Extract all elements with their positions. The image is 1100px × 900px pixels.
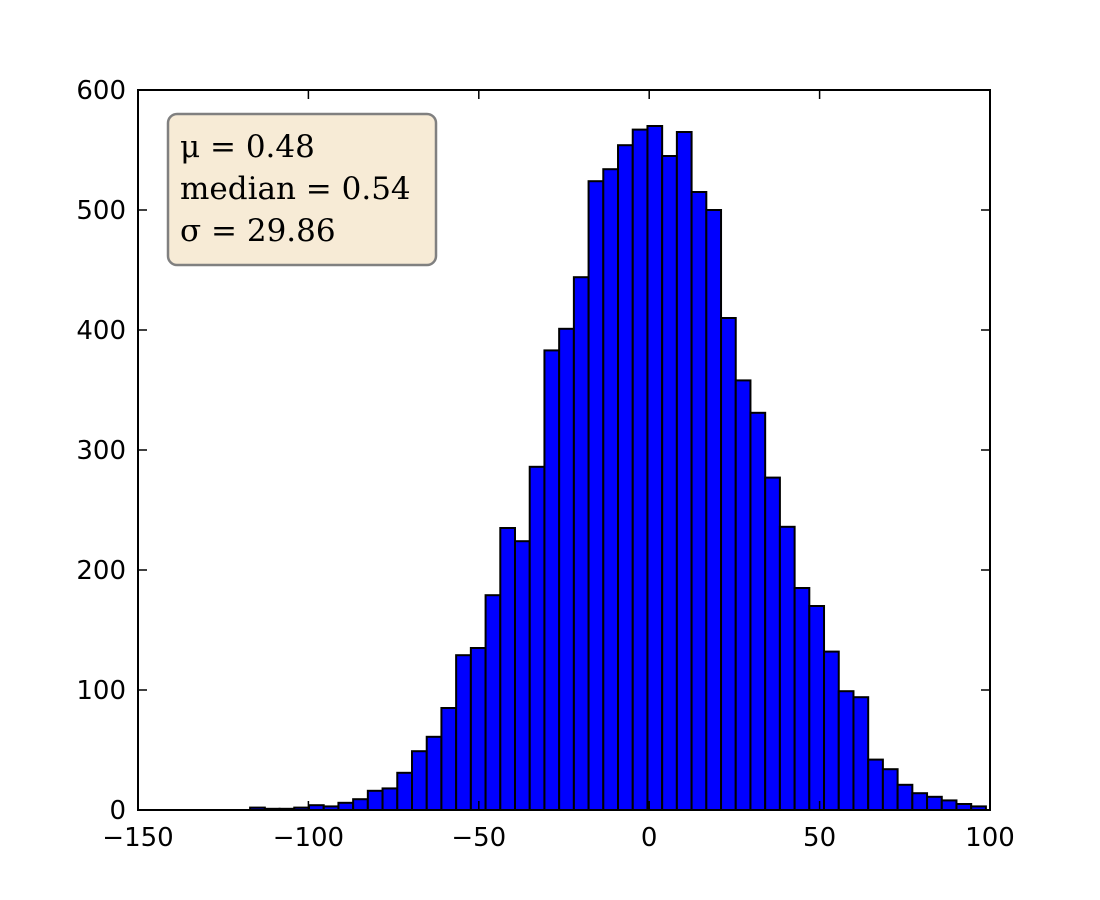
x-tick-label: 100 xyxy=(965,823,1015,853)
bar xyxy=(366,789,384,811)
bar xyxy=(837,690,855,812)
bar xyxy=(455,654,472,812)
bar xyxy=(661,155,678,811)
bar xyxy=(440,707,458,811)
bar xyxy=(587,180,605,811)
bar xyxy=(469,647,487,811)
stats-box xyxy=(166,112,438,267)
y-tick-label: 200 xyxy=(76,556,126,586)
x-tick-label: 0 xyxy=(641,823,658,853)
plot-area: −150 −100 −50 0 50 100 0 100 200 300 400 500 600 μ = … xyxy=(76,76,1014,853)
bar xyxy=(778,525,796,811)
bar xyxy=(425,735,443,811)
bar xyxy=(793,587,811,811)
x-tick-label: −150 xyxy=(102,823,173,853)
bar xyxy=(631,128,649,812)
y-tick-label: 100 xyxy=(76,676,126,706)
bar xyxy=(646,125,664,811)
bar xyxy=(484,594,502,812)
bar xyxy=(513,540,531,811)
x-tick-label: −100 xyxy=(273,823,344,853)
bar xyxy=(720,317,737,811)
bar xyxy=(705,209,723,811)
bar xyxy=(896,783,914,811)
bar xyxy=(337,801,355,811)
bar xyxy=(617,144,634,811)
bar xyxy=(823,650,840,811)
bar xyxy=(867,758,884,811)
y-tick-label: 400 xyxy=(76,316,126,346)
y-tick-label: 300 xyxy=(76,436,126,466)
bar xyxy=(352,798,369,812)
bar xyxy=(881,768,899,812)
y-tick-label: 0 xyxy=(109,796,126,826)
y-tick-label: 500 xyxy=(76,196,126,226)
bar xyxy=(808,605,826,811)
y-tick-label: 600 xyxy=(76,76,126,106)
bar xyxy=(734,379,752,811)
stats-text: μ = 0.48 xyxy=(180,129,315,165)
bar xyxy=(528,465,546,811)
x-tick-label: −50 xyxy=(451,823,506,853)
stats-text: median = 0.54 xyxy=(180,171,411,207)
bar xyxy=(572,276,590,811)
bar xyxy=(381,787,399,812)
bar xyxy=(911,792,929,812)
bar xyxy=(602,168,620,811)
bar xyxy=(764,476,781,811)
bar xyxy=(675,131,693,811)
bar xyxy=(499,527,516,811)
bar xyxy=(543,349,561,811)
bar xyxy=(940,799,958,812)
bar xyxy=(852,696,870,812)
bar xyxy=(749,411,767,811)
bar xyxy=(690,191,708,811)
bar xyxy=(558,327,575,811)
stats-text: σ = 29.86 xyxy=(180,213,336,249)
bar xyxy=(411,750,428,812)
bar xyxy=(926,795,943,811)
bar xyxy=(396,771,414,811)
x-tick-label: 50 xyxy=(803,823,836,853)
